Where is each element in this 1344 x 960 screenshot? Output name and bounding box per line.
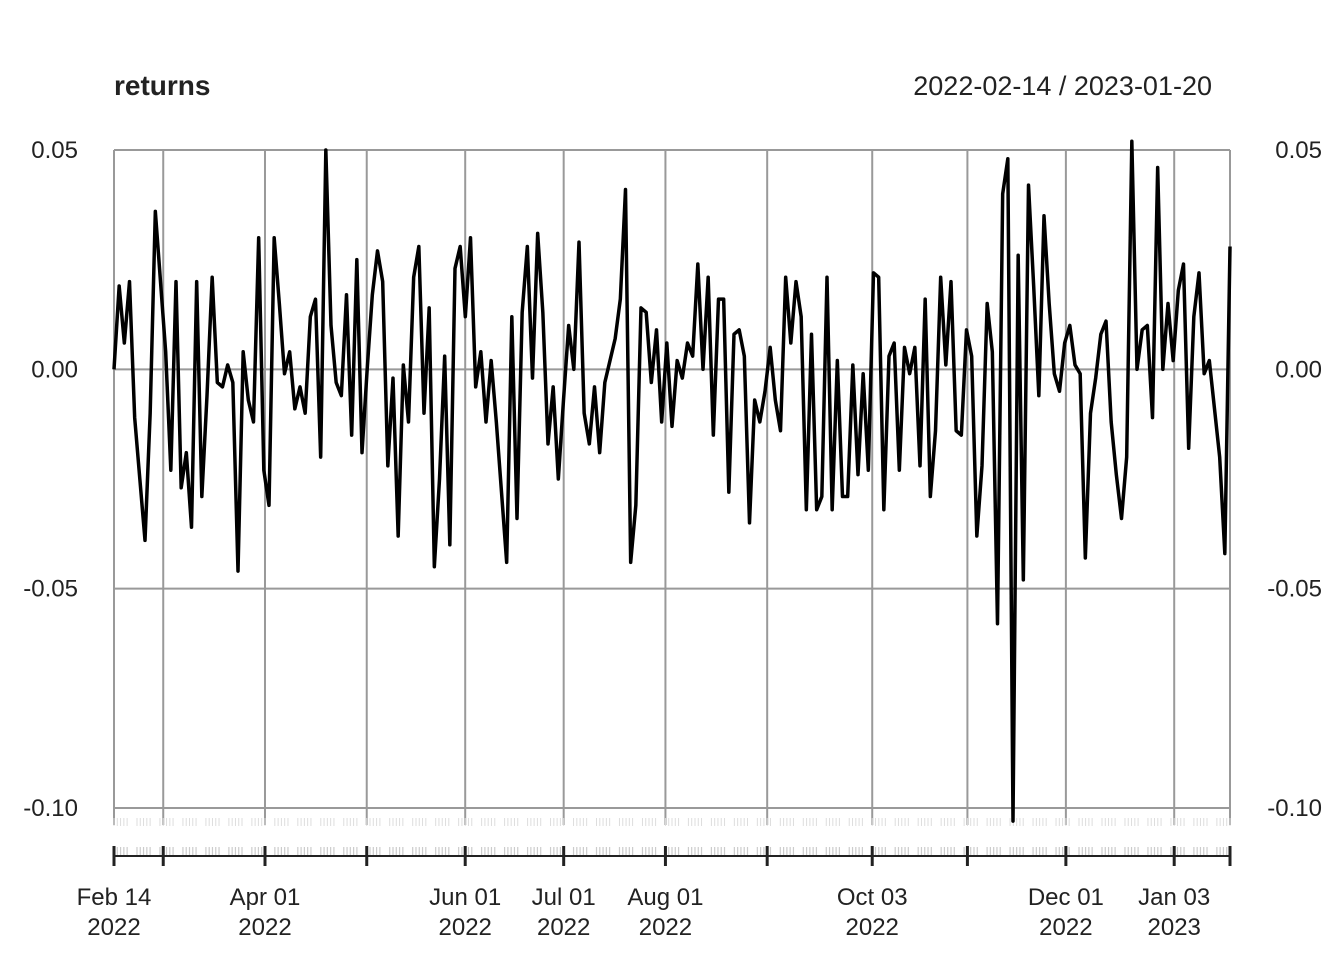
x-tick-label: Aug 01 [627, 884, 703, 911]
vertical-gridlines [113, 150, 1231, 825]
x-tick-label: Dec 01 [1028, 884, 1104, 911]
x-tick-label: Jul 01 [532, 884, 596, 911]
x-tick-label: Apr 01 [230, 884, 301, 911]
x-tick-year: 2022 [439, 914, 492, 941]
x-tick-year: 2022 [537, 914, 590, 941]
series-line-1 [112, 139, 1232, 823]
x-tick-year: 2022 [846, 914, 899, 941]
x-axis: Feb 14 2022 Apr 01 2022 Jun 01 2022 Jul 01 2022… [77, 846, 1232, 941]
y-tick-label-right: 0.05 [1275, 137, 1322, 164]
series-layer [112, 139, 1232, 823]
chart-title: returns [114, 70, 210, 101]
y-tick-label-left: 0.00 [31, 356, 78, 383]
x-tick-label: Oct 03 [837, 884, 908, 911]
y-tick-label-right: -0.10 [1267, 795, 1322, 822]
y-tick-label-left: 0.05 [31, 137, 78, 164]
minor-tick-marks [113, 818, 1231, 856]
y-axis-left: 0.05 0.00 -0.05 -0.10 [23, 137, 78, 822]
x-tick-year: 2022 [87, 914, 140, 941]
x-tick-year: 2022 [238, 914, 291, 941]
y-axis-right: 0.05 0.00 -0.05 -0.10 [1267, 137, 1322, 822]
date-range-label: 2022-02-14 / 2023-01-20 [913, 71, 1212, 101]
x-tick-label: Jun 01 [429, 884, 501, 911]
y-tick-label-right: 0.00 [1275, 356, 1322, 383]
x-tick-label: Feb 14 [77, 884, 152, 911]
y-tick-label-left: -0.10 [23, 795, 78, 822]
x-tick-year: 2023 [1148, 914, 1201, 941]
x-tick-year: 2022 [1039, 914, 1092, 941]
y-tick-label-right: -0.05 [1267, 576, 1322, 603]
horizontal-gridlines [114, 149, 1230, 809]
x-tick-year: 2022 [639, 914, 692, 941]
y-tick-label-left: -0.05 [23, 576, 78, 603]
x-tick-label: Jan 03 [1138, 884, 1210, 911]
